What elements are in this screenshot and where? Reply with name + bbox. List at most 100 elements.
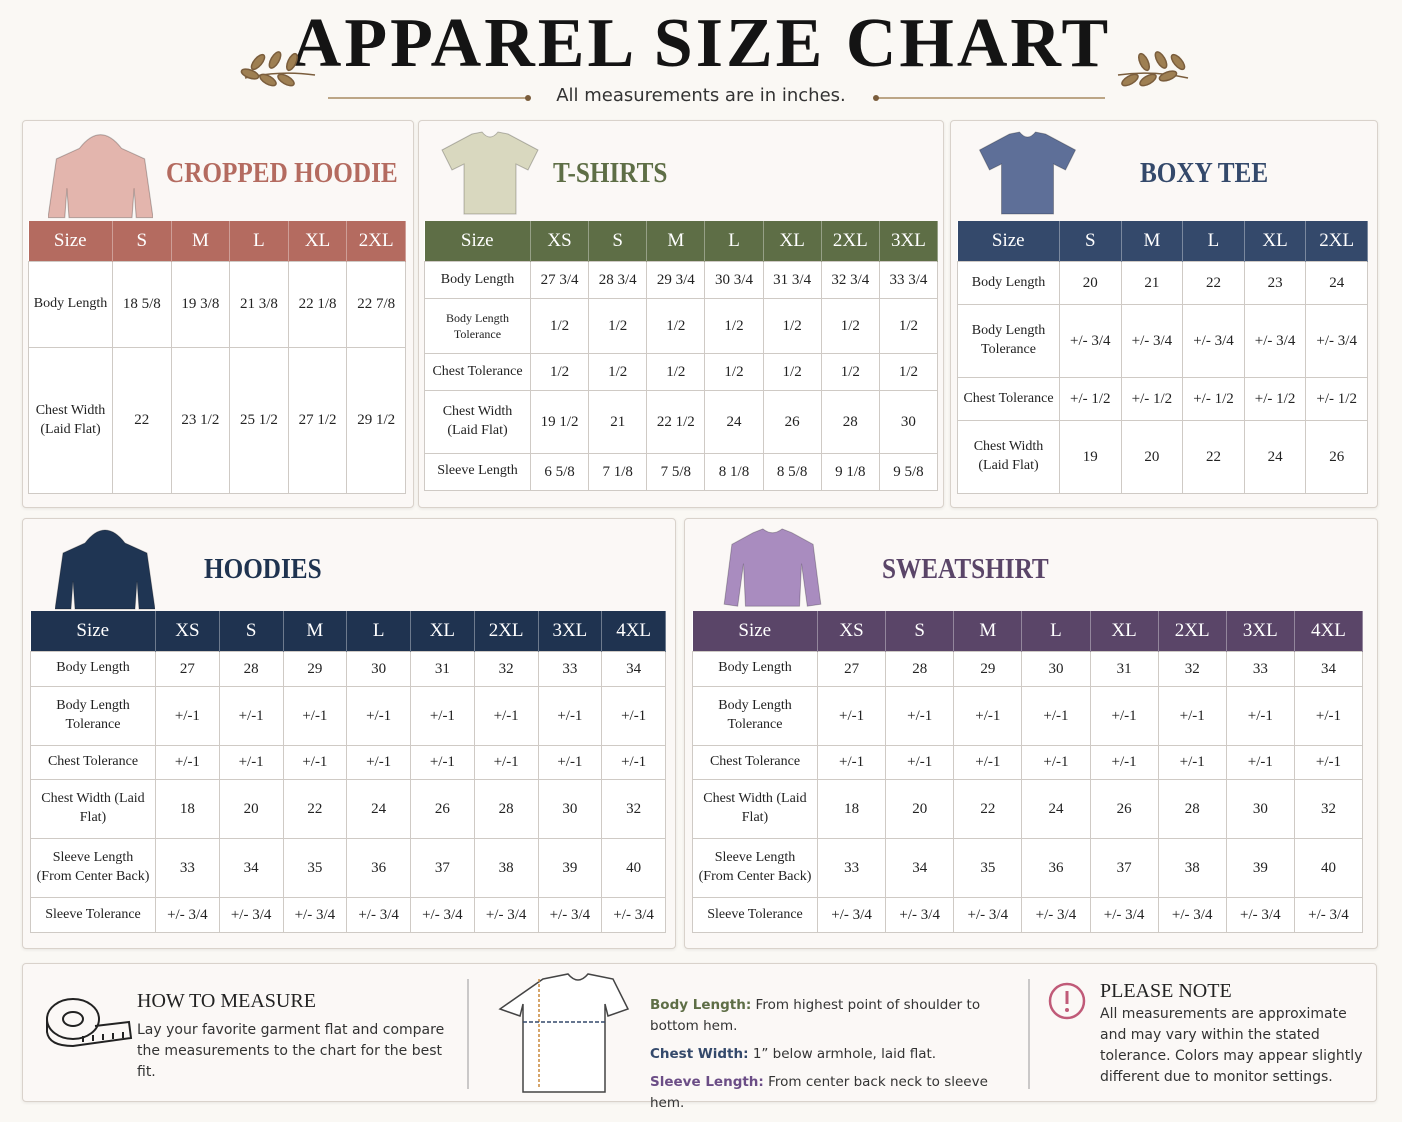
measure-value: 38 [473, 838, 539, 899]
size-label: XL [763, 221, 822, 262]
measure-value: 33 [816, 838, 887, 899]
measure-value: 29 [282, 651, 348, 687]
table-row: Body Length Tolerance +/-1 +/-1 +/-1 +/-1 +/-… [692, 685, 1364, 746]
measure-value: 34 [1293, 651, 1364, 687]
measure-value: 31 [1089, 651, 1159, 687]
subtitle: All measurements are in inches. [556, 85, 846, 106]
measure-value: 24 [1305, 260, 1368, 306]
measure-value: +/- 3/4 [1305, 304, 1368, 378]
size-table: Size XS S M L XL 2XL 3XL 4XL Body Length 27 28 29 30 3… [30, 611, 666, 933]
table-row: Body Length Tolerance 1/2 1/2 1/2 1/2 1/2 1/2 1… [424, 298, 939, 354]
measure-value: 26 [1305, 420, 1368, 494]
measure-value: +/-1 [1021, 685, 1091, 746]
table-head: Size S M L XL 2XL [957, 221, 1368, 262]
measure-value: +/- 1/2 [1305, 376, 1368, 422]
measure-value: +/-1 [537, 744, 603, 781]
measure-value: 27 [816, 651, 887, 687]
size-label: L [229, 221, 289, 262]
table-row: Chest Tolerance +/-1 +/-1 +/-1 +/-1 +/-1 +/-1 +… [30, 744, 666, 781]
table-row: Body Length 20 21 22 23 24 [957, 260, 1368, 306]
measure-label: Body Length [692, 651, 818, 687]
section-title: T-SHIRTS [553, 158, 668, 189]
measure-value: 27 3/4 [529, 260, 590, 300]
measure-label: Chest Width (Laid Flat) [424, 390, 531, 454]
measure-value: 27 [155, 651, 220, 687]
measure-value: 9 5/8 [878, 452, 939, 492]
table-body: Body Length 18 5/8 19 3/8 21 3/8 22 1/8 22 7/… [28, 260, 406, 494]
measure-value: +/- 3/4 [601, 897, 666, 933]
table-row: Chest Width (Laid Flat) 22 23 1/2 25 1/2 27 … [28, 347, 406, 494]
measure-value: 22 1/2 [646, 390, 706, 454]
measure-value: 37 [410, 838, 475, 899]
measure-value: 23 1/2 [170, 347, 231, 494]
measure-value: 24 [704, 390, 764, 454]
measure-guide: Body Length: From highest point of shoul… [650, 995, 1020, 1121]
measure-value: +/-1 [346, 744, 411, 781]
measure-value: 20 [885, 779, 955, 840]
measure-value: 22 7/8 [346, 260, 406, 349]
size-header: Size [957, 221, 1060, 262]
measure-value: 20 [218, 779, 284, 840]
measure-value: +/- 3/4 [1059, 304, 1122, 378]
measure-label: Body Length Tolerance [692, 685, 818, 746]
measure-value: +/- 3/4 [218, 897, 284, 933]
measure-value: 28 [218, 651, 284, 687]
measure-value: +/- 1/2 [1059, 376, 1122, 422]
measure-value: 7 1/8 [588, 452, 648, 492]
measure-value: 29 3/4 [646, 260, 706, 300]
header-row: Size XS S M L XL 2XL 3XL 4XL [30, 611, 666, 652]
size-label: XS [530, 221, 590, 262]
table-body: Body Length 20 21 22 23 24 Body Length Toleran… [957, 260, 1368, 494]
size-table: Size XS S M L XL 2XL 3XL Body Length 27 3/4 28 3/4… [424, 221, 939, 492]
size-header: Size [28, 221, 113, 262]
measure-value: +/-1 [885, 685, 955, 746]
measure-value: 34 [218, 838, 284, 899]
measure-value: +/-1 [953, 685, 1023, 746]
measure-value: 32 [1293, 779, 1364, 840]
size-label: S [112, 221, 172, 262]
measure-value: 1/2 [762, 352, 822, 392]
measure-label: Chest Width (Laid Flat) [957, 420, 1060, 494]
measure-value: 18 [155, 779, 220, 840]
measure-value: 22 [953, 779, 1023, 840]
guide-label: Body Length: [650, 997, 752, 1013]
measure-value: +/-1 [1089, 685, 1159, 746]
table-row: Sleeve Length 6 5/8 7 1/8 7 5/8 8 1/8 8 5/8 9 … [424, 452, 939, 492]
measure-value: 20 [1059, 260, 1122, 306]
measure-value: 31 [410, 651, 475, 687]
garment-shape [723, 528, 822, 607]
guide-text: From center back neck to sleeve hem. [650, 1074, 988, 1111]
measure-value: +/-1 [410, 744, 475, 781]
header-row: Size S M L XL 2XL [957, 221, 1368, 262]
measure-value: 32 [473, 651, 539, 687]
measure-value: 1/2 [529, 298, 590, 354]
measure-value: 18 5/8 [112, 260, 172, 349]
size-header: Size [30, 611, 156, 652]
measure-value: +/- 3/4 [816, 897, 887, 933]
measure-value: +/- 3/4 [953, 897, 1023, 933]
measure-value: +/- 3/4 [410, 897, 475, 933]
measure-value: 22 [1182, 260, 1245, 306]
section-title: BOXY TEE [1140, 158, 1269, 189]
measure-value: 37 [1089, 838, 1159, 899]
measure-value: +/-1 [1293, 685, 1364, 746]
measure-value: +/- 3/4 [473, 897, 539, 933]
measure-value: 32 3/4 [820, 260, 880, 300]
measure-value: 26 [410, 779, 475, 840]
size-label: 2XL [474, 611, 539, 652]
size-table: Size S M L XL 2XL Body Length 18 5/8 19 3/8 21 3/… [28, 221, 406, 494]
measure-value: 30 [1021, 651, 1091, 687]
measure-value: 33 3/4 [878, 260, 939, 300]
measure-value: +/-1 [218, 744, 284, 781]
measure-value: 27 1/2 [287, 347, 348, 494]
size-table: Size S M L XL 2XL Body Length 20 21 22 23 24 Body Le… [957, 221, 1368, 494]
guide-row: Chest Width: 1” below armhole, laid flat… [650, 1044, 1020, 1065]
size-label: M [1121, 221, 1184, 262]
measure-value: 24 [1021, 779, 1091, 840]
section-title: CROPPED HOODIE [166, 158, 398, 189]
measure-value: 8 1/8 [704, 452, 764, 492]
measure-value: +/- 3/4 [155, 897, 220, 933]
measure-value: 31 3/4 [762, 260, 822, 300]
measure-value: 34 [601, 651, 666, 687]
table-head: Size XS S M L XL 2XL 3XL [424, 221, 939, 262]
